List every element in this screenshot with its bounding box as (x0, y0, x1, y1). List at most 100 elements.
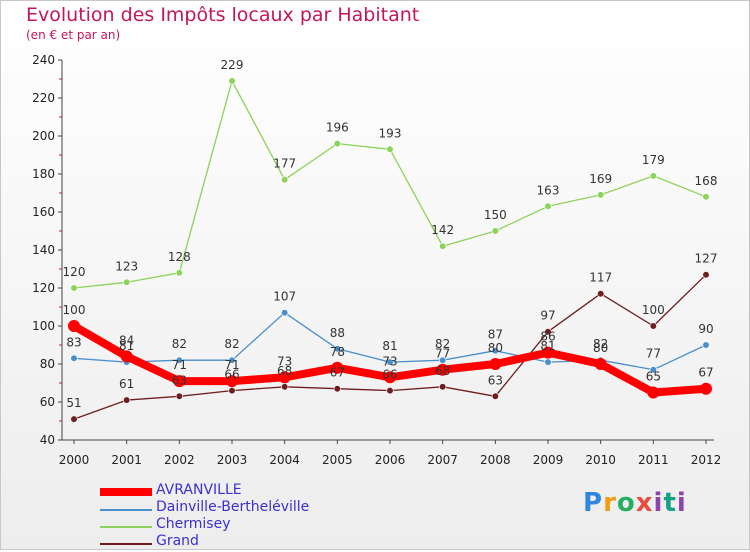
data-label-avranville: 71 (224, 358, 239, 372)
legend-label: Chermisey (156, 516, 231, 532)
data-point-chermisey (702, 193, 710, 201)
y-tick-label: 220 (32, 91, 55, 105)
y-tick-label: 40 (40, 433, 55, 447)
x-tick-label: 2005 (322, 453, 353, 467)
data-label-dainville-berthel-ville: 81 (119, 339, 134, 353)
data-point-avranville (173, 375, 186, 388)
data-point-avranville (331, 361, 344, 374)
data-point-chermisey (123, 278, 131, 286)
data-label-chermisey: 169 (589, 172, 612, 186)
line-chart: 40 60 80 100 120 140 160 180 200 220 240 2000 2001 20… (32, 53, 721, 467)
y-tick-label: 180 (32, 167, 55, 181)
legend-label: Grand (156, 533, 199, 549)
y-tick-label: 160 (32, 205, 55, 219)
legend-swatch (100, 509, 152, 511)
data-label-dainville-berthel-ville: 81 (540, 339, 555, 353)
data-label-chermisey: 123 (115, 259, 138, 273)
chart-plot-area (68, 77, 712, 423)
data-point-avranville (436, 363, 449, 376)
data-point-grand (281, 383, 289, 391)
data-point-avranville (278, 371, 291, 384)
data-point-avranville (226, 375, 238, 388)
y-tick-label: 80 (40, 357, 55, 371)
data-label-chermisey: 163 (537, 183, 560, 197)
data-label-dainville-berthel-ville: 87 (488, 328, 503, 342)
data-label-grand: 127 (695, 252, 718, 266)
data-label-dainville-berthel-ville: 88 (330, 326, 345, 340)
data-point-grand (386, 387, 394, 395)
data-point-grand (491, 392, 499, 400)
chart-axes: 40 60 80 100 120 140 160 180 200 220 240 2000 2001 20… (32, 53, 721, 467)
data-label-avranville: 80 (488, 341, 503, 355)
data-point-avranville (68, 320, 80, 332)
data-point-chermisey (544, 202, 552, 210)
x-tick-label: 2003 (217, 453, 248, 467)
data-point-dainville-berthel-ville (386, 358, 394, 366)
data-label-grand: 100 (642, 303, 665, 317)
data-label-chermisey: 229 (221, 58, 244, 72)
data-label-dainville-berthel-ville: 81 (382, 339, 397, 353)
data-point-grand (228, 387, 236, 395)
y-tick-label: 60 (40, 395, 55, 409)
data-label-chermisey: 196 (326, 121, 349, 135)
data-label-chermisey: 168 (695, 174, 718, 188)
data-point-dainville-berthel-ville (544, 358, 552, 366)
legend-swatch (100, 526, 152, 528)
data-label-avranville: 100 (63, 303, 86, 317)
data-label-chermisey: 120 (63, 265, 86, 279)
data-point-chermisey (649, 172, 657, 180)
data-point-chermisey (597, 191, 605, 199)
data-label-avranville: 77 (435, 347, 450, 361)
data-label-grand: 117 (589, 271, 612, 285)
data-point-chermisey (175, 269, 183, 277)
data-point-chermisey (386, 145, 394, 153)
x-tick-label: 2007 (427, 453, 458, 467)
data-point-avranville (384, 371, 396, 384)
y-tick-label: 200 (32, 129, 55, 143)
data-point-avranville (542, 346, 554, 359)
data-label-grand: 63 (488, 373, 503, 387)
data-label-avranville: 78 (330, 345, 345, 359)
data-label-dainville-berthel-ville: 82 (593, 337, 608, 351)
data-label-chermisey: 142 (431, 223, 454, 237)
y-tick-label: 120 (32, 281, 55, 295)
data-label-grand: 66 (382, 368, 397, 382)
data-point-avranville (594, 358, 607, 370)
data-point-avranville (489, 358, 502, 370)
data-label-chermisey: 128 (168, 250, 191, 264)
data-label-avranville: 73 (382, 354, 397, 368)
data-label-dainville-berthel-ville: 82 (224, 337, 239, 351)
chart-data-labels: 120 123 128 229 177 196 193 142 150 163 169 179 168 8… (63, 58, 718, 410)
data-label-dainville-berthel-ville: 82 (172, 337, 187, 351)
chart-title: Evolution des Impôts locaux par Habitant (26, 4, 420, 26)
data-label-avranville: 65 (646, 370, 661, 384)
x-tick-label: 2000 (59, 453, 90, 467)
data-label-chermisey: 193 (379, 126, 402, 140)
data-label-grand: 68 (435, 364, 450, 378)
data-label-grand: 61 (119, 377, 134, 391)
data-label-grand: 51 (66, 396, 81, 410)
data-label-avranville: 86 (540, 330, 555, 344)
data-point-grand (597, 290, 605, 298)
data-label-avranville: 71 (172, 358, 187, 372)
data-point-grand (702, 271, 710, 279)
data-point-dainville-berthel-ville (649, 366, 657, 374)
y-tick-label: 240 (32, 53, 55, 67)
data-label-grand: 97 (540, 309, 555, 323)
data-label-grand: 68 (277, 364, 292, 378)
data-point-dainville-berthel-ville (333, 345, 341, 353)
data-point-dainville-berthel-ville (228, 356, 236, 364)
data-point-avranville (647, 386, 660, 399)
proxiti-logo: Proxiti (583, 488, 687, 518)
x-tick-label: 2004 (269, 453, 300, 467)
data-label-chermisey: 150 (484, 208, 507, 222)
data-label-avranville: 84 (119, 333, 134, 347)
y-tick-label: 140 (32, 243, 55, 257)
data-point-grand (333, 385, 341, 393)
data-point-chermisey (228, 77, 236, 85)
data-point-dainville-berthel-ville (702, 341, 710, 349)
chart-subtitle: (en € et par an) (26, 28, 121, 42)
data-point-grand (544, 328, 552, 336)
x-tick-label: 2009 (533, 453, 564, 467)
